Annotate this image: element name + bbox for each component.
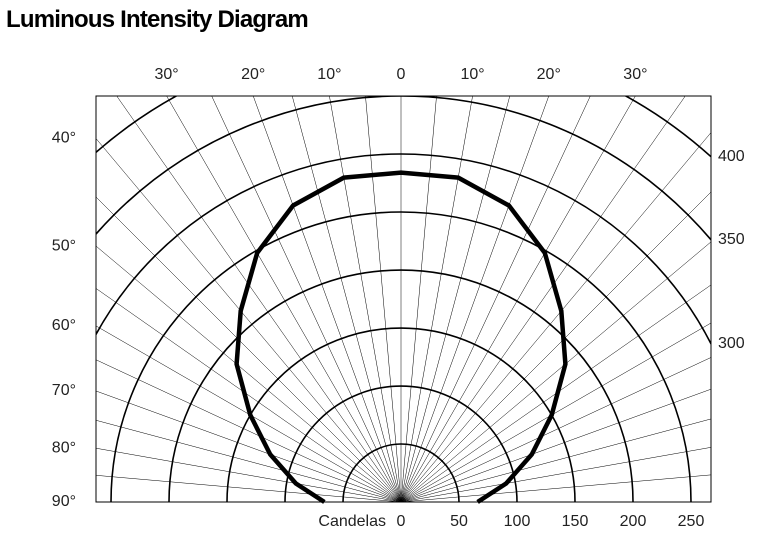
- angle-tick-label: 30°: [154, 66, 178, 83]
- radial-line: [400, 191, 711, 502]
- grid-circle: [284, 385, 518, 502]
- grid-circle: [96, 96, 711, 242]
- radial-line: [291, 96, 402, 502]
- radial-line: [96, 475, 402, 502]
- radial-line: [400, 96, 437, 502]
- r-tick-label: 100: [504, 513, 531, 530]
- angle-tick-label: 20°: [241, 66, 265, 83]
- grid-circle: [226, 327, 576, 502]
- chart-title: Luminous Intensity Diagram: [6, 6, 308, 33]
- grid: [96, 96, 711, 502]
- r-tick-label: 200: [620, 513, 647, 530]
- r-tick-label: 250: [678, 513, 705, 530]
- radial-line: [96, 359, 402, 502]
- r-tick-label: 0: [397, 513, 406, 530]
- grid-circle: [96, 153, 711, 346]
- radial-line: [400, 96, 636, 502]
- angle-tick-label: 40°: [52, 130, 76, 147]
- angle-tick-label: 10°: [460, 66, 484, 83]
- r-tick-label: 150: [562, 513, 589, 530]
- radial-line: [211, 96, 402, 502]
- radial-line: [96, 138, 402, 502]
- radial-line: [400, 96, 591, 502]
- radial-line: [400, 418, 711, 502]
- angle-tick-label: 90°: [52, 493, 76, 510]
- r-tick-label: 50: [450, 513, 468, 530]
- radial-line: [400, 96, 686, 502]
- radial-line: [96, 196, 402, 502]
- radial-line: [252, 96, 402, 502]
- radial-line: [96, 447, 402, 502]
- radial-line: [96, 288, 402, 502]
- r-axis-label: Candelas: [318, 513, 386, 530]
- radial-line: [365, 96, 402, 502]
- angle-tick-label: 80°: [52, 439, 76, 456]
- angle-tick-label: 10°: [317, 66, 341, 83]
- angle-tick-label: 0: [397, 66, 406, 83]
- radial-line: [96, 420, 402, 502]
- radial-line: [400, 96, 511, 502]
- radial-line: [96, 390, 402, 502]
- radial-line: [400, 322, 711, 502]
- angle-tick-label: 70°: [52, 382, 76, 399]
- radial-line: [166, 96, 402, 502]
- radial-line: [400, 96, 473, 502]
- intensity-curve: [234, 170, 568, 504]
- angle-tick-label: 30°: [623, 66, 647, 83]
- grid-circle: [110, 211, 692, 502]
- angle-tick-label: 50°: [52, 237, 76, 254]
- r-tick-label: 300: [718, 335, 745, 352]
- radial-line: [400, 132, 711, 502]
- radial-line: [329, 96, 402, 502]
- radial-line: [96, 325, 402, 502]
- radial-line: [400, 241, 711, 502]
- radial-line: [400, 284, 711, 502]
- radial-line: [400, 474, 711, 502]
- r-tick-label: 350: [718, 231, 745, 248]
- radial-line: [400, 447, 711, 502]
- radial-line: [400, 388, 711, 502]
- r-tick-label: 400: [718, 148, 745, 165]
- grid-circle: [168, 269, 634, 502]
- radial-line: [400, 357, 711, 502]
- radial-line: [400, 96, 550, 502]
- angle-tick-label: 60°: [52, 317, 76, 334]
- radial-line: [96, 245, 402, 502]
- grid-circle: [342, 443, 460, 502]
- angle-tick-label: 20°: [537, 66, 561, 83]
- radial-line: [116, 96, 402, 502]
